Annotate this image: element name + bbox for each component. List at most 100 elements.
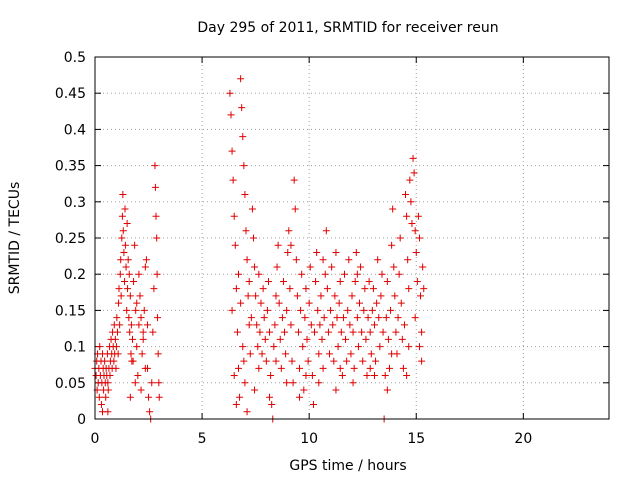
data-point xyxy=(127,350,135,358)
data-point xyxy=(303,335,311,343)
data-point xyxy=(289,379,297,387)
data-point xyxy=(146,408,154,416)
plot-frame xyxy=(94,56,610,420)
data-point xyxy=(266,328,274,336)
data-point xyxy=(142,256,150,264)
data-point xyxy=(355,299,363,307)
data-point xyxy=(249,234,257,242)
data-point xyxy=(115,299,123,307)
data-point xyxy=(290,176,298,184)
data-point xyxy=(300,386,308,394)
data-point xyxy=(153,270,161,278)
data-point xyxy=(306,263,314,271)
data-point xyxy=(294,328,302,336)
y-tick-label: 0.4 xyxy=(64,122,86,138)
data-point xyxy=(334,343,342,351)
data-point xyxy=(246,350,254,358)
data-point xyxy=(226,89,234,97)
data-point xyxy=(267,372,275,380)
data-point xyxy=(117,256,125,264)
data-point xyxy=(373,299,381,307)
data-point xyxy=(297,306,305,314)
data-point xyxy=(152,212,160,220)
data-point xyxy=(344,306,352,314)
data-point xyxy=(239,133,247,141)
data-point xyxy=(403,212,411,220)
data-point xyxy=(243,256,251,264)
data-point xyxy=(95,393,103,401)
data-point xyxy=(353,314,361,322)
data-point xyxy=(296,393,304,401)
data-point xyxy=(414,212,422,220)
data-point xyxy=(285,227,293,235)
data-point xyxy=(337,328,345,336)
data-point xyxy=(387,306,395,314)
data-point xyxy=(370,372,378,380)
data-point xyxy=(230,372,238,380)
data-point xyxy=(319,256,327,264)
data-point xyxy=(242,227,250,235)
data-point xyxy=(245,277,253,285)
data-point xyxy=(104,379,112,387)
data-point xyxy=(400,321,408,329)
data-point xyxy=(411,314,419,322)
data-point xyxy=(98,408,106,416)
data-point xyxy=(366,328,374,336)
data-point xyxy=(141,364,149,372)
data-point xyxy=(296,364,304,372)
data-point xyxy=(255,270,263,278)
data-point xyxy=(304,357,312,365)
x-tick-label: 20 xyxy=(514,431,532,447)
data-point xyxy=(118,234,126,242)
data-point xyxy=(320,314,328,322)
data-point xyxy=(332,386,340,394)
data-point xyxy=(349,328,357,336)
data-point xyxy=(239,343,247,351)
data-point xyxy=(132,306,140,314)
data-point xyxy=(397,299,405,307)
data-point xyxy=(404,256,412,264)
data-point xyxy=(338,372,346,380)
data-point xyxy=(153,234,161,242)
data-point xyxy=(102,393,110,401)
data-point xyxy=(111,335,119,343)
data-point xyxy=(252,292,260,300)
data-point xyxy=(270,343,278,351)
data-point xyxy=(369,285,377,293)
data-point xyxy=(257,299,265,307)
data-point xyxy=(244,292,252,300)
data-point xyxy=(273,263,281,271)
data-point xyxy=(119,227,127,235)
data-point xyxy=(367,350,375,358)
data-point xyxy=(312,277,320,285)
data-point xyxy=(389,205,397,213)
data-point xyxy=(418,357,426,365)
data-point xyxy=(388,350,396,358)
axis-ticks: 0 0.05 0.1 0.15 0.2 0.25 0.3 0.35 0.4 0.45 0.5 0 5 10… xyxy=(55,50,609,447)
data-point xyxy=(234,364,242,372)
data-point xyxy=(305,299,313,307)
data-point xyxy=(279,277,287,285)
data-point xyxy=(150,285,158,293)
data-point xyxy=(407,198,415,206)
data-point xyxy=(410,169,418,177)
data-point xyxy=(372,357,380,365)
data-point xyxy=(232,401,240,409)
data-point xyxy=(348,292,356,300)
data-point xyxy=(353,270,361,278)
y-tick-label: 0.2 xyxy=(64,267,86,283)
data-point xyxy=(229,176,237,184)
y-tick-label: 0.05 xyxy=(55,376,86,392)
data-point xyxy=(125,314,133,322)
data-point xyxy=(127,321,135,329)
data-point xyxy=(276,335,284,343)
data-point xyxy=(135,321,143,329)
data-point xyxy=(292,256,300,264)
data-point xyxy=(323,285,331,293)
data-point xyxy=(268,401,276,409)
data-point xyxy=(311,328,319,336)
data-point xyxy=(317,292,325,300)
data-point xyxy=(106,372,114,380)
data-point xyxy=(316,321,324,329)
data-point xyxy=(141,263,149,271)
